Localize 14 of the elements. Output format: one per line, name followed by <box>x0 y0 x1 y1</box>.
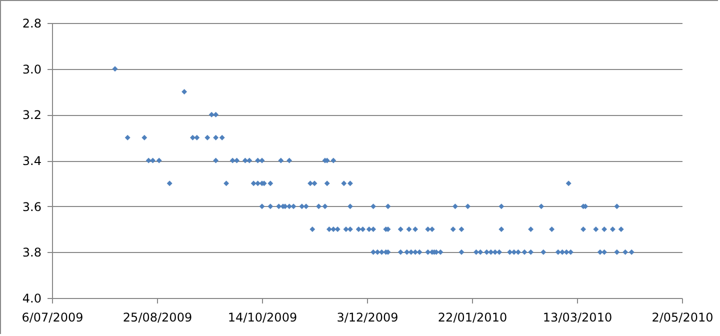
x-tick-label: 13/03/2010 <box>542 310 612 324</box>
y-tick-label: 3.0 <box>22 62 42 76</box>
x-tick-label: 22/01/2010 <box>438 310 508 324</box>
x-tick-label: 25/08/2009 <box>122 310 192 324</box>
y-tick-label: 3.4 <box>22 154 42 168</box>
x-tick-label: 14/10/2009 <box>228 310 298 324</box>
x-tick-label: 3/12/2009 <box>336 310 398 324</box>
y-tick-label: 3.2 <box>22 108 42 122</box>
y-tick-label: 3.8 <box>22 246 42 260</box>
y-tick-label: 4.0 <box>22 292 42 306</box>
y-tick-label: 2.8 <box>22 16 42 30</box>
x-tick-label: 6/07/2009 <box>22 310 84 324</box>
x-tick-label: 2/05/2010 <box>652 310 714 324</box>
y-tick-label: 3.6 <box>22 200 42 214</box>
